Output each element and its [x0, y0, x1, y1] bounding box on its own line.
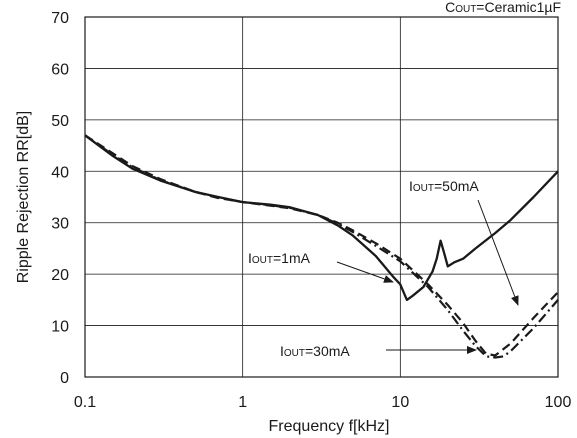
grid: [84, 16, 559, 378]
x-tick-label: 0.1: [74, 394, 96, 411]
condition-label-subscript: OUT: [455, 4, 476, 15]
x-tick-label: 1: [238, 394, 247, 411]
tick-labels: 0 10 20 30 40 50 60 70 0.1 1 10 100: [51, 10, 571, 411]
y-tick-label: 70: [51, 10, 69, 27]
series-line-iout-1ma: [84, 134, 559, 357]
condition-label: COUT=Ceramic1µF: [445, 0, 561, 15]
series-annotation-label: IOUT=50mA: [409, 178, 479, 194]
y-tick-label: 60: [51, 61, 69, 78]
y-tick-label: 20: [51, 267, 69, 284]
y-tick-label: 30: [51, 216, 69, 233]
annotations: IOUT=50mA IOUT=1mA IOUT=30mA: [248, 178, 519, 359]
y-axis-title: Ripple Rejection RR[dB]: [15, 111, 32, 284]
x-tick-label: 100: [545, 394, 572, 411]
y-tick-label: 10: [51, 319, 69, 336]
series-line-iout-30ma: [84, 134, 559, 359]
series-layer: [84, 134, 559, 359]
series-annotation-label: IOUT=1mA: [248, 250, 311, 266]
annotation-leader-arrow: [477, 199, 519, 306]
x-axis-title: Frequency f[kHz]: [269, 418, 390, 435]
annotation-leader-arrow: [336, 261, 394, 283]
series-annotation-label: IOUT=30mA: [280, 343, 350, 359]
y-tick-label: 0: [60, 370, 69, 387]
x-tick-label: 10: [391, 394, 409, 411]
y-tick-label: 50: [51, 113, 69, 130]
plot-frame: [84, 16, 559, 378]
y-tick-label: 40: [51, 164, 69, 181]
